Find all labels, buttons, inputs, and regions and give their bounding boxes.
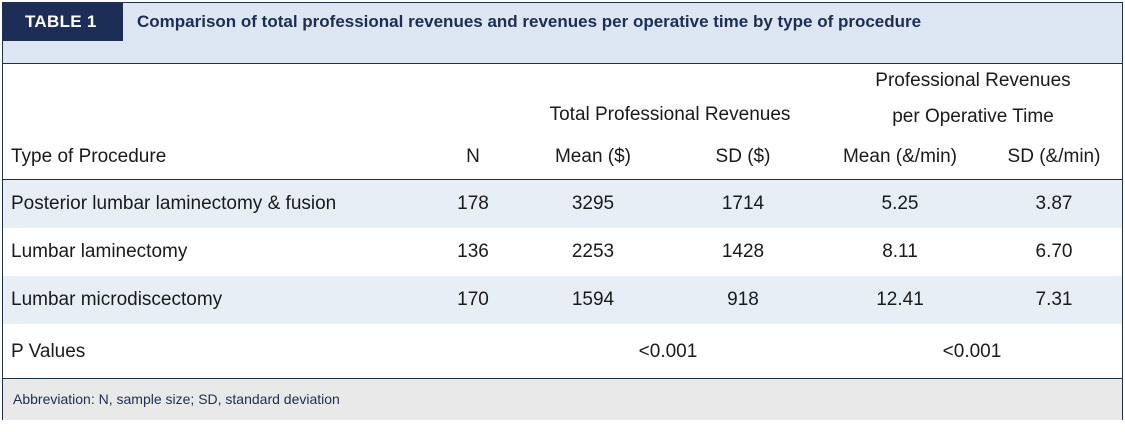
cell-sd-dollars: 1428 bbox=[721, 241, 765, 262]
column-header-mean-per-min: Mean (&/min) bbox=[842, 146, 958, 167]
cell-sd-dollars: 1714 bbox=[721, 193, 765, 214]
table-footer: Abbreviation: N, sample size; SD, standa… bbox=[3, 378, 1122, 420]
table-row: Lumbar laminectomy 136 2253 1428 8.11 6.… bbox=[3, 228, 1122, 276]
cell-procedure: Lumbar laminectomy bbox=[11, 241, 188, 262]
cell-mean-dollars: 3295 bbox=[571, 193, 615, 214]
table-row: Lumbar microdiscectomy 170 1594 918 12.4… bbox=[3, 276, 1122, 324]
column-header-sd-dollars: SD ($) bbox=[715, 146, 771, 167]
cell-sd-dollars: 918 bbox=[727, 289, 759, 310]
cell-mean-dollars: 1594 bbox=[571, 289, 615, 310]
cell-n: 136 bbox=[457, 241, 489, 262]
pvalue-per-time: <0.001 bbox=[942, 341, 1002, 362]
cell-n: 170 bbox=[457, 289, 489, 310]
cell-mean-dollars: 2253 bbox=[571, 241, 615, 262]
column-header-procedure: Type of Procedure bbox=[11, 146, 167, 167]
cell-mean-per-min: 5.25 bbox=[881, 193, 919, 214]
pvalue-total-revenues: <0.001 bbox=[638, 341, 698, 362]
column-header-n: N bbox=[466, 146, 480, 167]
column-header-row: Total Professional Revenues Professional… bbox=[3, 64, 1122, 180]
group-header-total-revenues: Total Professional Revenues bbox=[549, 104, 791, 125]
cell-sd-per-min: 3.87 bbox=[1035, 193, 1073, 214]
pvalue-label: P Values bbox=[11, 341, 86, 362]
table-row: Posterior lumbar laminectomy & fusion 17… bbox=[3, 180, 1122, 228]
pvalue-row: P Values <0.001 <0.001 bbox=[3, 326, 1122, 378]
cell-procedure: Lumbar microdiscectomy bbox=[11, 289, 223, 310]
cell-n: 178 bbox=[457, 193, 489, 214]
group-header-per-time-line2: per Operative Time bbox=[892, 106, 1054, 127]
table-header: TABLE 1 Comparison of total professional… bbox=[3, 3, 1122, 64]
table-caption: Comparison of total professional revenue… bbox=[137, 12, 922, 31]
column-header-sd-per-min: SD (&/min) bbox=[1007, 146, 1101, 167]
footnote: Abbreviation: N, sample size; SD, standa… bbox=[13, 391, 340, 407]
cell-mean-per-min: 12.41 bbox=[876, 289, 924, 310]
cell-sd-per-min: 6.70 bbox=[1035, 241, 1073, 262]
column-header-mean-dollars: Mean ($) bbox=[554, 146, 632, 167]
cell-procedure: Posterior lumbar laminectomy & fusion bbox=[11, 193, 337, 214]
cell-sd-per-min: 7.31 bbox=[1035, 289, 1073, 310]
group-header-per-time-line1: Professional Revenues bbox=[875, 70, 1071, 91]
table-tag: TABLE 1 bbox=[3, 3, 123, 41]
table-frame: TABLE 1 Comparison of total professional… bbox=[2, 2, 1123, 420]
cell-mean-per-min: 8.11 bbox=[882, 241, 918, 262]
